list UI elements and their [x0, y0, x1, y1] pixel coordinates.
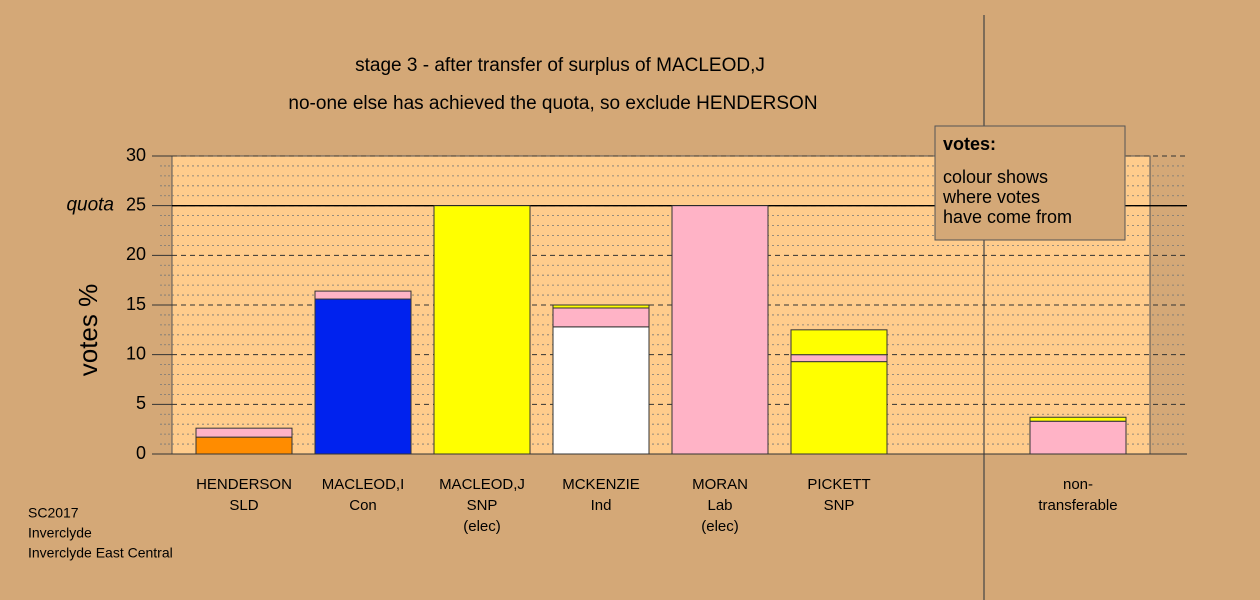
legend-title: votes:: [943, 134, 996, 154]
y-tick-label: 5: [136, 393, 146, 413]
x-tick-label: SLD: [229, 497, 258, 514]
bar-segment: [1029, 416, 1127, 422]
bar-segment: [195, 427, 293, 438]
bar-segment: [552, 307, 650, 328]
legend-text: have come from: [943, 207, 1072, 227]
y-tick-label: 0: [136, 443, 146, 463]
x-tick-label: SNP: [467, 497, 498, 514]
x-tick-label: (elec): [701, 518, 739, 535]
x-tick-label: transferable: [1038, 497, 1117, 514]
chart-subtitle: no-one else has achieved the quota, so e…: [288, 93, 817, 114]
bar-segment: [790, 329, 888, 356]
y-tick-label: 20: [126, 244, 146, 264]
bar-segment: [314, 290, 412, 300]
legend-text: colour shows: [943, 167, 1048, 187]
legend-text: where votes: [942, 187, 1040, 207]
legend: votes: colour shows where votes have com…: [934, 125, 1126, 241]
bar-segment: [1029, 420, 1127, 455]
footer: SC2017: [28, 505, 79, 521]
x-tick-label: PICKETT: [807, 476, 870, 493]
x-tick-label: MACLEOD,I: [322, 476, 405, 493]
x-tick-label: HENDERSON: [196, 476, 292, 493]
footer: Inverclyde: [28, 525, 92, 541]
x-tick-label: MACLEOD,J: [439, 476, 525, 493]
bars: HENDERSON SLD MACLEOD,I Con MACLEOD,J SNP (ele…: [195, 205, 1127, 535]
bar-segment: [433, 205, 531, 455]
bar-segment: [790, 354, 888, 363]
x-tick-label: MCKENZIE: [562, 476, 640, 493]
bar-segment: [552, 304, 650, 309]
bar-segment: [671, 205, 769, 455]
x-tick-label: (elec): [463, 518, 501, 535]
y-tick-label: 15: [126, 294, 146, 314]
legend-box: [934, 125, 1126, 241]
chart-title: stage 3 - after transfer of surplus of M…: [355, 55, 765, 76]
y-axis-label: votes %: [73, 284, 103, 377]
x-tick-label: Con: [349, 497, 377, 514]
footer: Inverclyde East Central: [28, 545, 173, 561]
bar-segment: [314, 298, 412, 455]
y-tick-label: 30: [126, 145, 146, 165]
x-tick-label: SNP: [824, 497, 855, 514]
y-tick-label: 10: [126, 343, 146, 363]
bar-segment: [552, 326, 650, 455]
bar-segment: [790, 361, 888, 455]
y-tick-label: 25: [126, 194, 146, 214]
x-tick-label: Lab: [707, 497, 732, 514]
x-tick-label: Ind: [591, 497, 612, 514]
x-tick-label: MORAN: [692, 476, 748, 493]
quota-label: quota: [66, 195, 114, 216]
bar-segment: [195, 436, 293, 455]
x-tick-label: non-: [1063, 476, 1093, 493]
